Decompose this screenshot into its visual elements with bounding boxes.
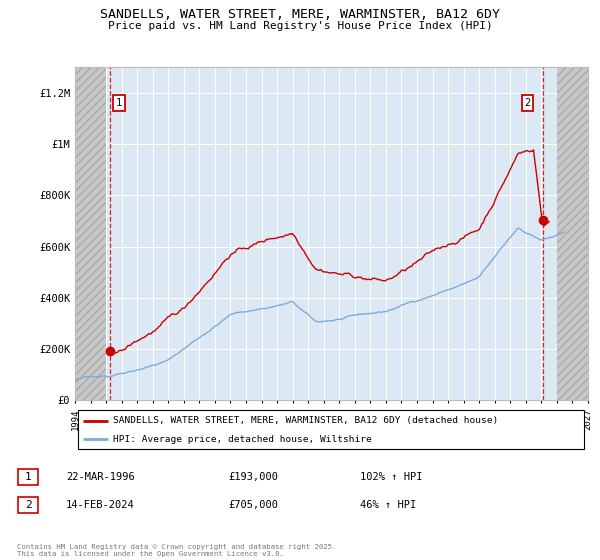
Text: 102% ↑ HPI: 102% ↑ HPI	[360, 472, 422, 482]
FancyBboxPatch shape	[77, 410, 584, 449]
Bar	[75, 67, 106, 400]
Text: SANDELLS, WATER STREET, MERE, WARMINSTER, BA12 6DY (detached house): SANDELLS, WATER STREET, MERE, WARMINSTER…	[113, 416, 499, 425]
FancyBboxPatch shape	[18, 497, 38, 514]
Text: HPI: Average price, detached house, Wiltshire: HPI: Average price, detached house, Wilt…	[113, 435, 372, 444]
Text: 46% ↑ HPI: 46% ↑ HPI	[360, 500, 416, 510]
Text: 1: 1	[25, 472, 32, 482]
FancyBboxPatch shape	[18, 469, 38, 486]
Text: 2: 2	[25, 500, 32, 510]
Bar	[557, 67, 588, 400]
Text: 14-FEB-2024: 14-FEB-2024	[66, 500, 135, 510]
Text: £193,000: £193,000	[228, 472, 278, 482]
Text: Contains HM Land Registry data © Crown copyright and database right 2025.
This d: Contains HM Land Registry data © Crown c…	[17, 544, 336, 557]
Text: Price paid vs. HM Land Registry's House Price Index (HPI): Price paid vs. HM Land Registry's House …	[107, 21, 493, 31]
Text: £705,000: £705,000	[228, 500, 278, 510]
Text: SANDELLS, WATER STREET, MERE, WARMINSTER, BA12 6DY: SANDELLS, WATER STREET, MERE, WARMINSTER…	[100, 8, 500, 21]
Text: 2: 2	[524, 98, 531, 108]
Text: 1: 1	[116, 98, 122, 108]
Text: 22-MAR-1996: 22-MAR-1996	[66, 472, 135, 482]
